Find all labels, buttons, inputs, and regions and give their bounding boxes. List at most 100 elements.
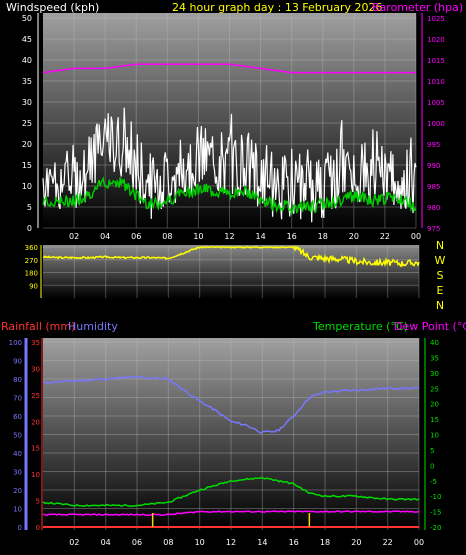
compass-label: E — [437, 284, 444, 297]
barometer-tick-label: 1015 — [427, 57, 445, 65]
compass-label: W — [435, 254, 446, 267]
chart-title: 24 hour graph day : 13 February 2026 — [172, 1, 383, 14]
windspeed-tick-label: 35 — [22, 77, 32, 86]
humidity-tick-label: 80 — [13, 376, 22, 384]
time-tick-label: 22 — [383, 538, 393, 547]
temperature-tick-label: 0 — [430, 462, 434, 470]
temperature-tick-label: 5 — [430, 447, 434, 455]
time-tick-label: 08 — [162, 232, 172, 241]
barometer-tick-label: 1000 — [427, 120, 445, 128]
time-tick-label: 14 — [257, 538, 267, 547]
time-tick-label: 20 — [349, 232, 359, 241]
temperature-tick-label: 20 — [430, 401, 439, 409]
barometer-tick-label: 975 — [427, 225, 440, 233]
windspeed-tick-label: 15 — [22, 161, 32, 170]
rainfall-tick-label: 25 — [31, 392, 40, 400]
time-tick-label: 02 — [69, 232, 79, 241]
time-tick-label: 18 — [318, 232, 328, 241]
time-tick-label: 06 — [132, 538, 142, 547]
direction-panel-background — [43, 245, 419, 298]
humidity-tick-label: 100 — [9, 339, 22, 347]
time-tick-label: 16 — [289, 538, 299, 547]
humidity-tick-label: 50 — [13, 432, 22, 440]
rainfall-axis-label: Rainfall (mm) — [1, 320, 75, 333]
time-tick-label: 18 — [320, 538, 330, 547]
humidity-tick-label: 40 — [13, 450, 22, 458]
rainfall-tick-label: 10 — [31, 471, 40, 479]
rainfall-tick-label: 20 — [31, 418, 40, 426]
windspeed-tick-label: 20 — [22, 140, 32, 149]
windspeed-tick-label: 30 — [22, 98, 32, 107]
temperature-tick-label: 40 — [430, 339, 439, 347]
wind-direction-series — [42, 245, 420, 268]
time-tick-label: 10 — [193, 232, 203, 241]
time-tick-label: 04 — [100, 232, 110, 241]
barometer-tick-label: 1025 — [427, 15, 445, 23]
humidity-tick-label: 20 — [13, 487, 22, 495]
time-tick-label: 08 — [163, 538, 173, 547]
time-tick-label: 02 — [69, 538, 79, 547]
temperature-tick-label: 15 — [430, 416, 439, 424]
barometer-axis-label: Barometer (hpa) — [372, 1, 463, 14]
windspeed-tick-label: 25 — [22, 119, 32, 128]
temp-humidity-panel-series — [42, 375, 420, 528]
time-tick-label: 06 — [131, 232, 141, 241]
wind-panel-axes: 0510152025303540455097598098599099510001… — [22, 13, 445, 241]
barometer-tick-label: 990 — [427, 162, 440, 170]
humidity-tick-label: 60 — [13, 413, 22, 421]
compass-label: S — [437, 269, 444, 282]
barometer-tick-label: 1005 — [427, 99, 445, 107]
humidity-tick-label: 70 — [13, 395, 22, 403]
barometer-series — [42, 63, 416, 74]
direction-panel-series — [42, 245, 420, 268]
windspeed-tick-label: 40 — [22, 56, 32, 65]
temperature-tick-label: 10 — [430, 432, 439, 440]
windspeed-tick-label: 0 — [27, 224, 32, 233]
windspeed-series — [42, 107, 417, 223]
direction-tick-label: 90 — [29, 282, 38, 290]
wind-panel-series — [42, 63, 417, 223]
time-tick-label: 04 — [101, 538, 111, 547]
rainfall-tick-label: 0 — [36, 524, 40, 532]
direction-tick-label: 180 — [25, 270, 38, 278]
temperature-axis-label: Temperature (°C) — [312, 320, 408, 333]
direction-panel-axes: 90 180 270 360 — [25, 244, 42, 298]
time-tick-label: 14 — [255, 232, 265, 241]
direction-tick-label: 360 — [25, 244, 38, 252]
humidity-tick-label: 30 — [13, 469, 22, 477]
windspeed-axis-label: Windspeed (kph) — [6, 1, 99, 14]
windspeed-tick-label: 50 — [22, 14, 32, 23]
time-tick-label: 00 — [411, 232, 421, 241]
rainfall-tick-label: 5 — [36, 498, 40, 506]
time-tick-label: 12 — [224, 232, 234, 241]
rainfall-tick-label: 35 — [31, 339, 40, 347]
temperature-tick-label: -15 — [430, 509, 441, 517]
barometer-tick-label: 995 — [427, 141, 440, 149]
temp-humidity-panel-background — [43, 338, 419, 530]
wind-average-series — [42, 176, 417, 216]
time-tick-label: 16 — [287, 232, 297, 241]
dewpoint-series — [42, 510, 420, 517]
time-tick-label: 10 — [195, 538, 205, 547]
compass-label: N — [436, 299, 444, 312]
time-tick-label: 20 — [351, 538, 361, 547]
temperature-tick-label: 25 — [430, 385, 439, 393]
humidity-axis-label: Humidity — [68, 320, 118, 333]
direction-tick-label: 270 — [25, 257, 38, 265]
barometer-tick-label: 985 — [427, 183, 440, 191]
barometer-tick-label: 980 — [427, 204, 440, 212]
dewpoint-axis-label: Dew Point (°C) — [394, 320, 466, 333]
temperature-series — [42, 477, 420, 507]
barometer-tick-label: 1020 — [427, 36, 445, 44]
rainfall-tick-label: 30 — [31, 365, 40, 373]
humidity-tick-label: 90 — [13, 358, 22, 366]
temperature-tick-label: -10 — [430, 493, 441, 501]
temperature-tick-label: 30 — [430, 370, 439, 378]
rainfall-tick-label: 15 — [31, 445, 40, 453]
humidity-tick-label: 0 — [18, 524, 22, 532]
temp-humidity-panel-grid — [43, 338, 420, 530]
windspeed-tick-label: 45 — [22, 35, 32, 44]
temperature-tick-label: -5 — [430, 478, 437, 486]
